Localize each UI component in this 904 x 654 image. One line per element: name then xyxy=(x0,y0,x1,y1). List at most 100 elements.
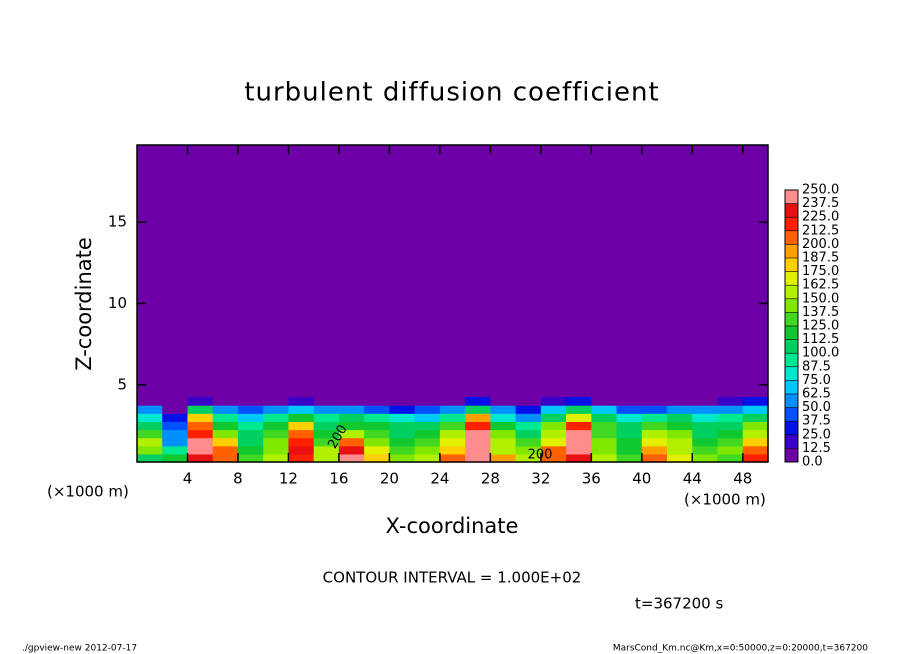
heat-cell xyxy=(313,437,340,447)
heat-cell xyxy=(566,405,592,414)
heat-cell xyxy=(263,405,290,414)
heat-cell xyxy=(566,453,592,463)
colorbar-label: 100.0 xyxy=(802,346,839,361)
heat-cell xyxy=(237,421,264,431)
heat-cell xyxy=(641,429,668,439)
heat-cell xyxy=(490,421,517,431)
heat-cell xyxy=(490,437,517,447)
heat-cell xyxy=(667,437,693,447)
heat-cell xyxy=(515,429,542,439)
heat-cell xyxy=(616,405,643,414)
heat-cell xyxy=(616,421,643,431)
colorbar-box xyxy=(785,421,798,435)
colorbar-label: 50.0 xyxy=(802,400,831,415)
heat-cell xyxy=(465,445,491,455)
colorbar-box xyxy=(785,434,798,449)
heat-cell xyxy=(338,445,365,455)
colorbar-label: 37.5 xyxy=(802,414,831,429)
heat-cell xyxy=(641,421,668,431)
heat-cell xyxy=(414,396,441,406)
heat-cell xyxy=(616,413,643,422)
heat-cell xyxy=(187,453,214,463)
heat-cell xyxy=(237,437,264,447)
heat-cell xyxy=(364,396,390,406)
heat-cell xyxy=(742,429,769,439)
heat-cell xyxy=(162,405,189,414)
heat-cell xyxy=(490,405,517,414)
colorbar-label: 112.5 xyxy=(802,332,839,347)
x-tick-label: 48 xyxy=(733,470,752,488)
heat-cell xyxy=(515,421,542,431)
heat-cell xyxy=(313,396,340,406)
heat-cell xyxy=(742,405,769,414)
x-tick-label: 36 xyxy=(582,470,601,488)
heat-cell xyxy=(414,405,441,414)
heat-cell xyxy=(465,396,491,406)
heat-cell xyxy=(692,429,719,439)
heat-cell xyxy=(338,453,365,463)
heat-cell xyxy=(212,445,239,455)
heat-cell xyxy=(540,405,567,414)
y-unit: (×1000 m) xyxy=(47,483,129,501)
heat-cell xyxy=(237,429,264,439)
heat-cell xyxy=(591,396,618,406)
heat-cell xyxy=(364,437,390,447)
chart-title: turbulent diffusion coefficient xyxy=(244,78,659,108)
y-tick-label: 15 xyxy=(108,213,127,231)
heat-cell xyxy=(616,437,643,447)
colorbar-label: 25.0 xyxy=(802,427,831,442)
heat-cell xyxy=(263,396,290,406)
heat-cell xyxy=(515,437,542,447)
heat-cell xyxy=(667,421,693,431)
heat-cell xyxy=(540,453,567,463)
heat-cell xyxy=(137,429,163,439)
heat-cell xyxy=(566,437,592,447)
colorbar-box xyxy=(785,380,798,394)
heat-cell xyxy=(187,437,214,447)
colorbar-box xyxy=(785,353,798,367)
heat-cell xyxy=(389,453,416,463)
heat-cell xyxy=(338,437,365,447)
colorbar-box xyxy=(785,190,798,204)
heat-cell xyxy=(439,445,466,455)
heat-cell xyxy=(313,445,340,455)
heat-cell xyxy=(717,445,744,455)
heat-cell xyxy=(465,405,491,414)
heat-cell xyxy=(212,437,239,447)
heat-cell xyxy=(616,445,643,455)
heat-cell xyxy=(288,405,315,414)
x-unit: (×1000 m) xyxy=(684,491,766,509)
footer-right: MarsCond_Km.nc@Km,x=0:50000,z=0:20000,t=… xyxy=(613,644,868,654)
colorbar-box xyxy=(785,312,798,326)
heat-cell xyxy=(364,445,390,455)
colorbar-box xyxy=(785,217,798,231)
x-tick-label: 12 xyxy=(279,470,298,488)
heat-cell xyxy=(313,429,340,439)
heat-cell xyxy=(439,405,466,414)
heat-cell xyxy=(313,405,340,414)
heat-cell xyxy=(742,421,769,431)
heat-cell xyxy=(591,437,618,447)
colorbar-label: 75.0 xyxy=(802,373,831,388)
heat-cell xyxy=(414,453,441,463)
heat-cell xyxy=(465,413,491,422)
heat-cell xyxy=(515,396,542,406)
heat-cell xyxy=(338,421,365,431)
heat-cell xyxy=(389,421,416,431)
y-tick-label: 5 xyxy=(117,375,127,393)
colorbar-label: 200.0 xyxy=(802,237,839,252)
heat-cell xyxy=(641,453,668,463)
heat-cell xyxy=(641,445,668,455)
heat-cell xyxy=(591,429,618,439)
heat-cell xyxy=(717,413,744,422)
heat-cell xyxy=(162,445,189,455)
x-tick-label: 24 xyxy=(430,470,449,488)
colorbar-label: 125.0 xyxy=(802,319,839,334)
heat-cell xyxy=(692,453,719,463)
heat-cell xyxy=(692,413,719,422)
colorbar-box xyxy=(785,258,798,272)
heat-cell xyxy=(540,437,567,447)
y-axis-label: Z-coordinate xyxy=(72,237,96,371)
heat-cell xyxy=(616,429,643,439)
